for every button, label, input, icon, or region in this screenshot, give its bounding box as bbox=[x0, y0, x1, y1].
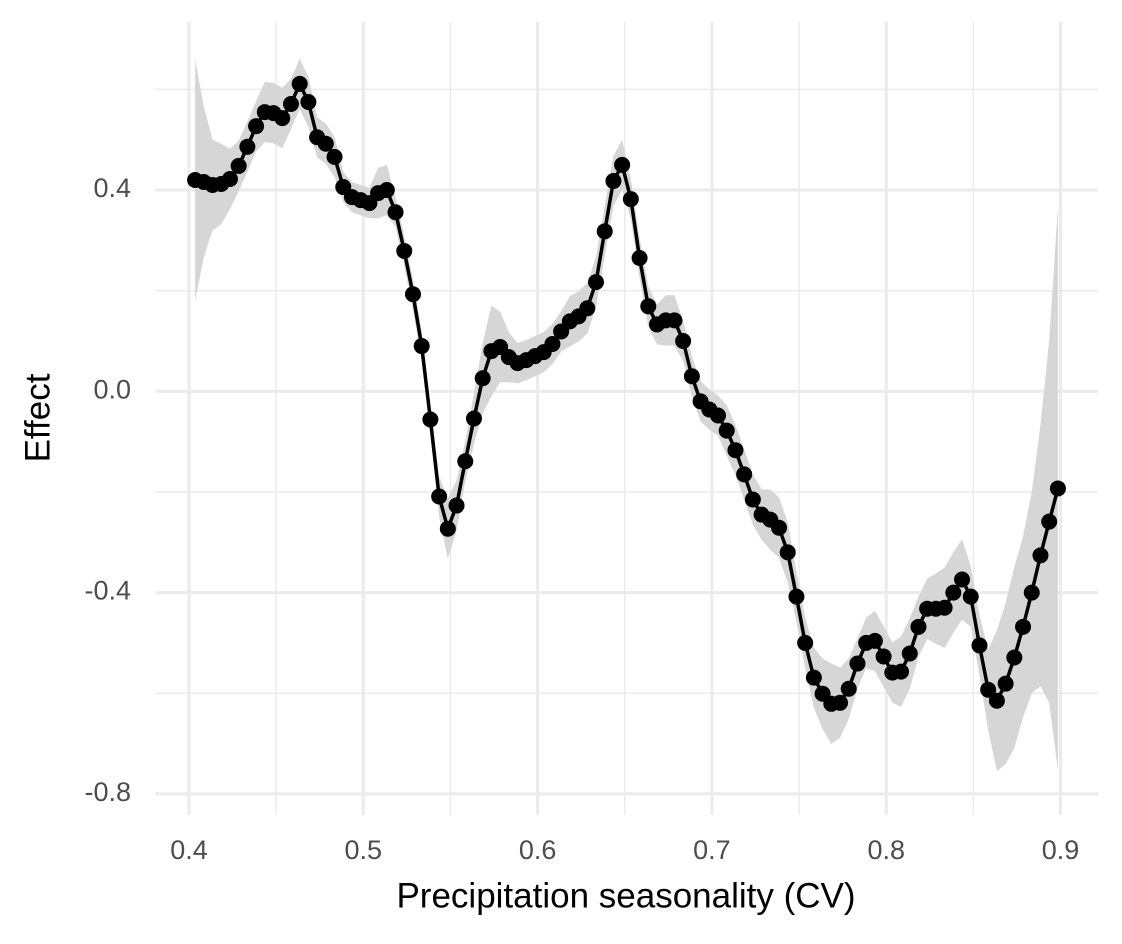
point bbox=[605, 173, 622, 190]
point bbox=[788, 588, 805, 605]
x-axis-label: Precipitation seasonality (CV) bbox=[396, 876, 855, 915]
point bbox=[962, 588, 979, 605]
point bbox=[1049, 480, 1066, 497]
point bbox=[230, 157, 247, 174]
point bbox=[431, 488, 448, 505]
point bbox=[936, 599, 953, 616]
point bbox=[980, 681, 997, 698]
point bbox=[832, 694, 849, 711]
point bbox=[1032, 547, 1049, 564]
point bbox=[457, 453, 474, 470]
point bbox=[291, 75, 308, 92]
y-tick-label: -0.4 bbox=[84, 576, 131, 606]
point bbox=[866, 632, 883, 649]
point bbox=[579, 300, 596, 317]
y-axis-label: Effect bbox=[18, 373, 57, 462]
point bbox=[396, 242, 413, 259]
point bbox=[744, 491, 761, 508]
point bbox=[840, 680, 857, 697]
point bbox=[771, 519, 788, 536]
point bbox=[666, 312, 683, 329]
x-tick-label: 0.6 bbox=[519, 835, 557, 865]
line bbox=[194, 79, 1060, 706]
point bbox=[954, 571, 971, 588]
point bbox=[997, 675, 1014, 692]
point bbox=[901, 645, 918, 662]
point bbox=[1006, 649, 1023, 666]
point bbox=[675, 333, 692, 350]
point bbox=[317, 135, 334, 152]
point bbox=[683, 368, 700, 385]
point bbox=[945, 584, 962, 601]
point bbox=[910, 618, 927, 635]
y-tick-label: 0.0 bbox=[93, 374, 131, 404]
point bbox=[614, 156, 631, 173]
x-tick-label: 0.5 bbox=[345, 835, 383, 865]
y-tick-label: -0.8 bbox=[84, 777, 131, 807]
point bbox=[587, 274, 604, 291]
point bbox=[274, 110, 291, 127]
y-tick-label: 0.4 bbox=[93, 173, 131, 203]
point bbox=[875, 648, 892, 665]
point bbox=[640, 298, 657, 315]
point bbox=[849, 655, 866, 672]
point bbox=[797, 634, 814, 651]
point bbox=[988, 692, 1005, 709]
point bbox=[596, 223, 613, 240]
point bbox=[736, 466, 753, 483]
point bbox=[893, 663, 910, 680]
point bbox=[326, 148, 343, 165]
point bbox=[413, 338, 430, 355]
point bbox=[474, 370, 491, 387]
point bbox=[439, 520, 456, 537]
point bbox=[282, 96, 299, 113]
point bbox=[387, 204, 404, 221]
point bbox=[448, 497, 465, 514]
point bbox=[805, 669, 822, 686]
point bbox=[718, 422, 735, 439]
point bbox=[710, 407, 727, 424]
x-tick-label: 0.4 bbox=[170, 835, 208, 865]
point bbox=[239, 138, 256, 155]
point bbox=[248, 118, 265, 135]
point bbox=[1015, 618, 1032, 635]
point bbox=[1023, 584, 1040, 601]
point bbox=[727, 442, 744, 459]
x-tick-label: 0.7 bbox=[693, 835, 731, 865]
x-tick-label: 0.9 bbox=[1042, 835, 1080, 865]
point bbox=[544, 336, 561, 353]
point bbox=[422, 411, 439, 428]
point bbox=[221, 170, 238, 187]
point bbox=[971, 637, 988, 654]
x-tick-label: 0.8 bbox=[867, 835, 905, 865]
point bbox=[1041, 513, 1058, 530]
point bbox=[779, 544, 796, 561]
point bbox=[622, 191, 639, 208]
point bbox=[300, 94, 317, 111]
point bbox=[404, 286, 421, 303]
point bbox=[465, 410, 482, 427]
point bbox=[378, 182, 395, 199]
point bbox=[631, 249, 648, 266]
